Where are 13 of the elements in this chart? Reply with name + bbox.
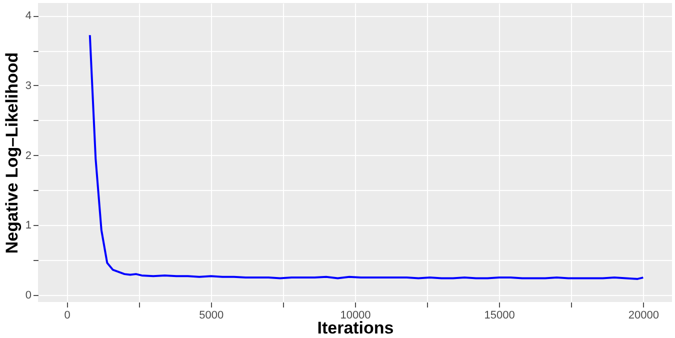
y-axis-title: Negative Log–Likelihood [2, 52, 22, 254]
x-tick-label: 15000 [484, 310, 515, 322]
x-tick-label: 20000 [628, 310, 659, 322]
y-tick-label: 1 [25, 220, 32, 232]
line-series [88, 34, 644, 280]
x-tick-label: 10000 [340, 310, 371, 322]
y-tick-label: 4 [25, 10, 32, 22]
x-tick-label: 0 [64, 310, 70, 322]
x-axis-title: Iterations [317, 318, 394, 338]
y-tick-label: 3 [25, 80, 32, 92]
y-tick-label: 2 [25, 150, 32, 162]
y-tick-label: 0 [25, 290, 32, 302]
x-tick-label: 5000 [199, 310, 224, 322]
